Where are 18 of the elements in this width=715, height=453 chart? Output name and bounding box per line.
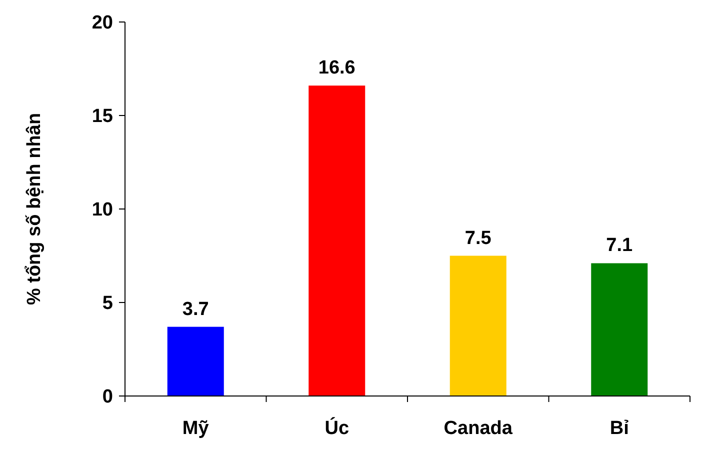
- bar: [591, 263, 648, 396]
- bar: [308, 86, 366, 396]
- y-tick-label: 15: [92, 106, 114, 128]
- x-tick-label: Mỹ: [182, 418, 210, 439]
- x-tick-label: Canada: [444, 418, 513, 439]
- data-label: 16.6: [318, 58, 356, 79]
- bar: [167, 326, 224, 396]
- data-label: 7.5: [464, 228, 492, 249]
- y-axis-title: % tổng số bệnh nhân: [24, 112, 45, 306]
- data-label: 7.1: [606, 235, 634, 256]
- y-tick-label: 10: [92, 200, 113, 221]
- x-tick-label: Úc: [324, 417, 350, 439]
- data-label: 3.7: [182, 298, 209, 320]
- y-tick-label: 20: [92, 12, 113, 34]
- y-tick-label: 0: [102, 386, 113, 408]
- x-tick-label: Bỉ: [610, 418, 629, 439]
- bar: [450, 256, 506, 396]
- y-tick-label: 5: [102, 293, 114, 314]
